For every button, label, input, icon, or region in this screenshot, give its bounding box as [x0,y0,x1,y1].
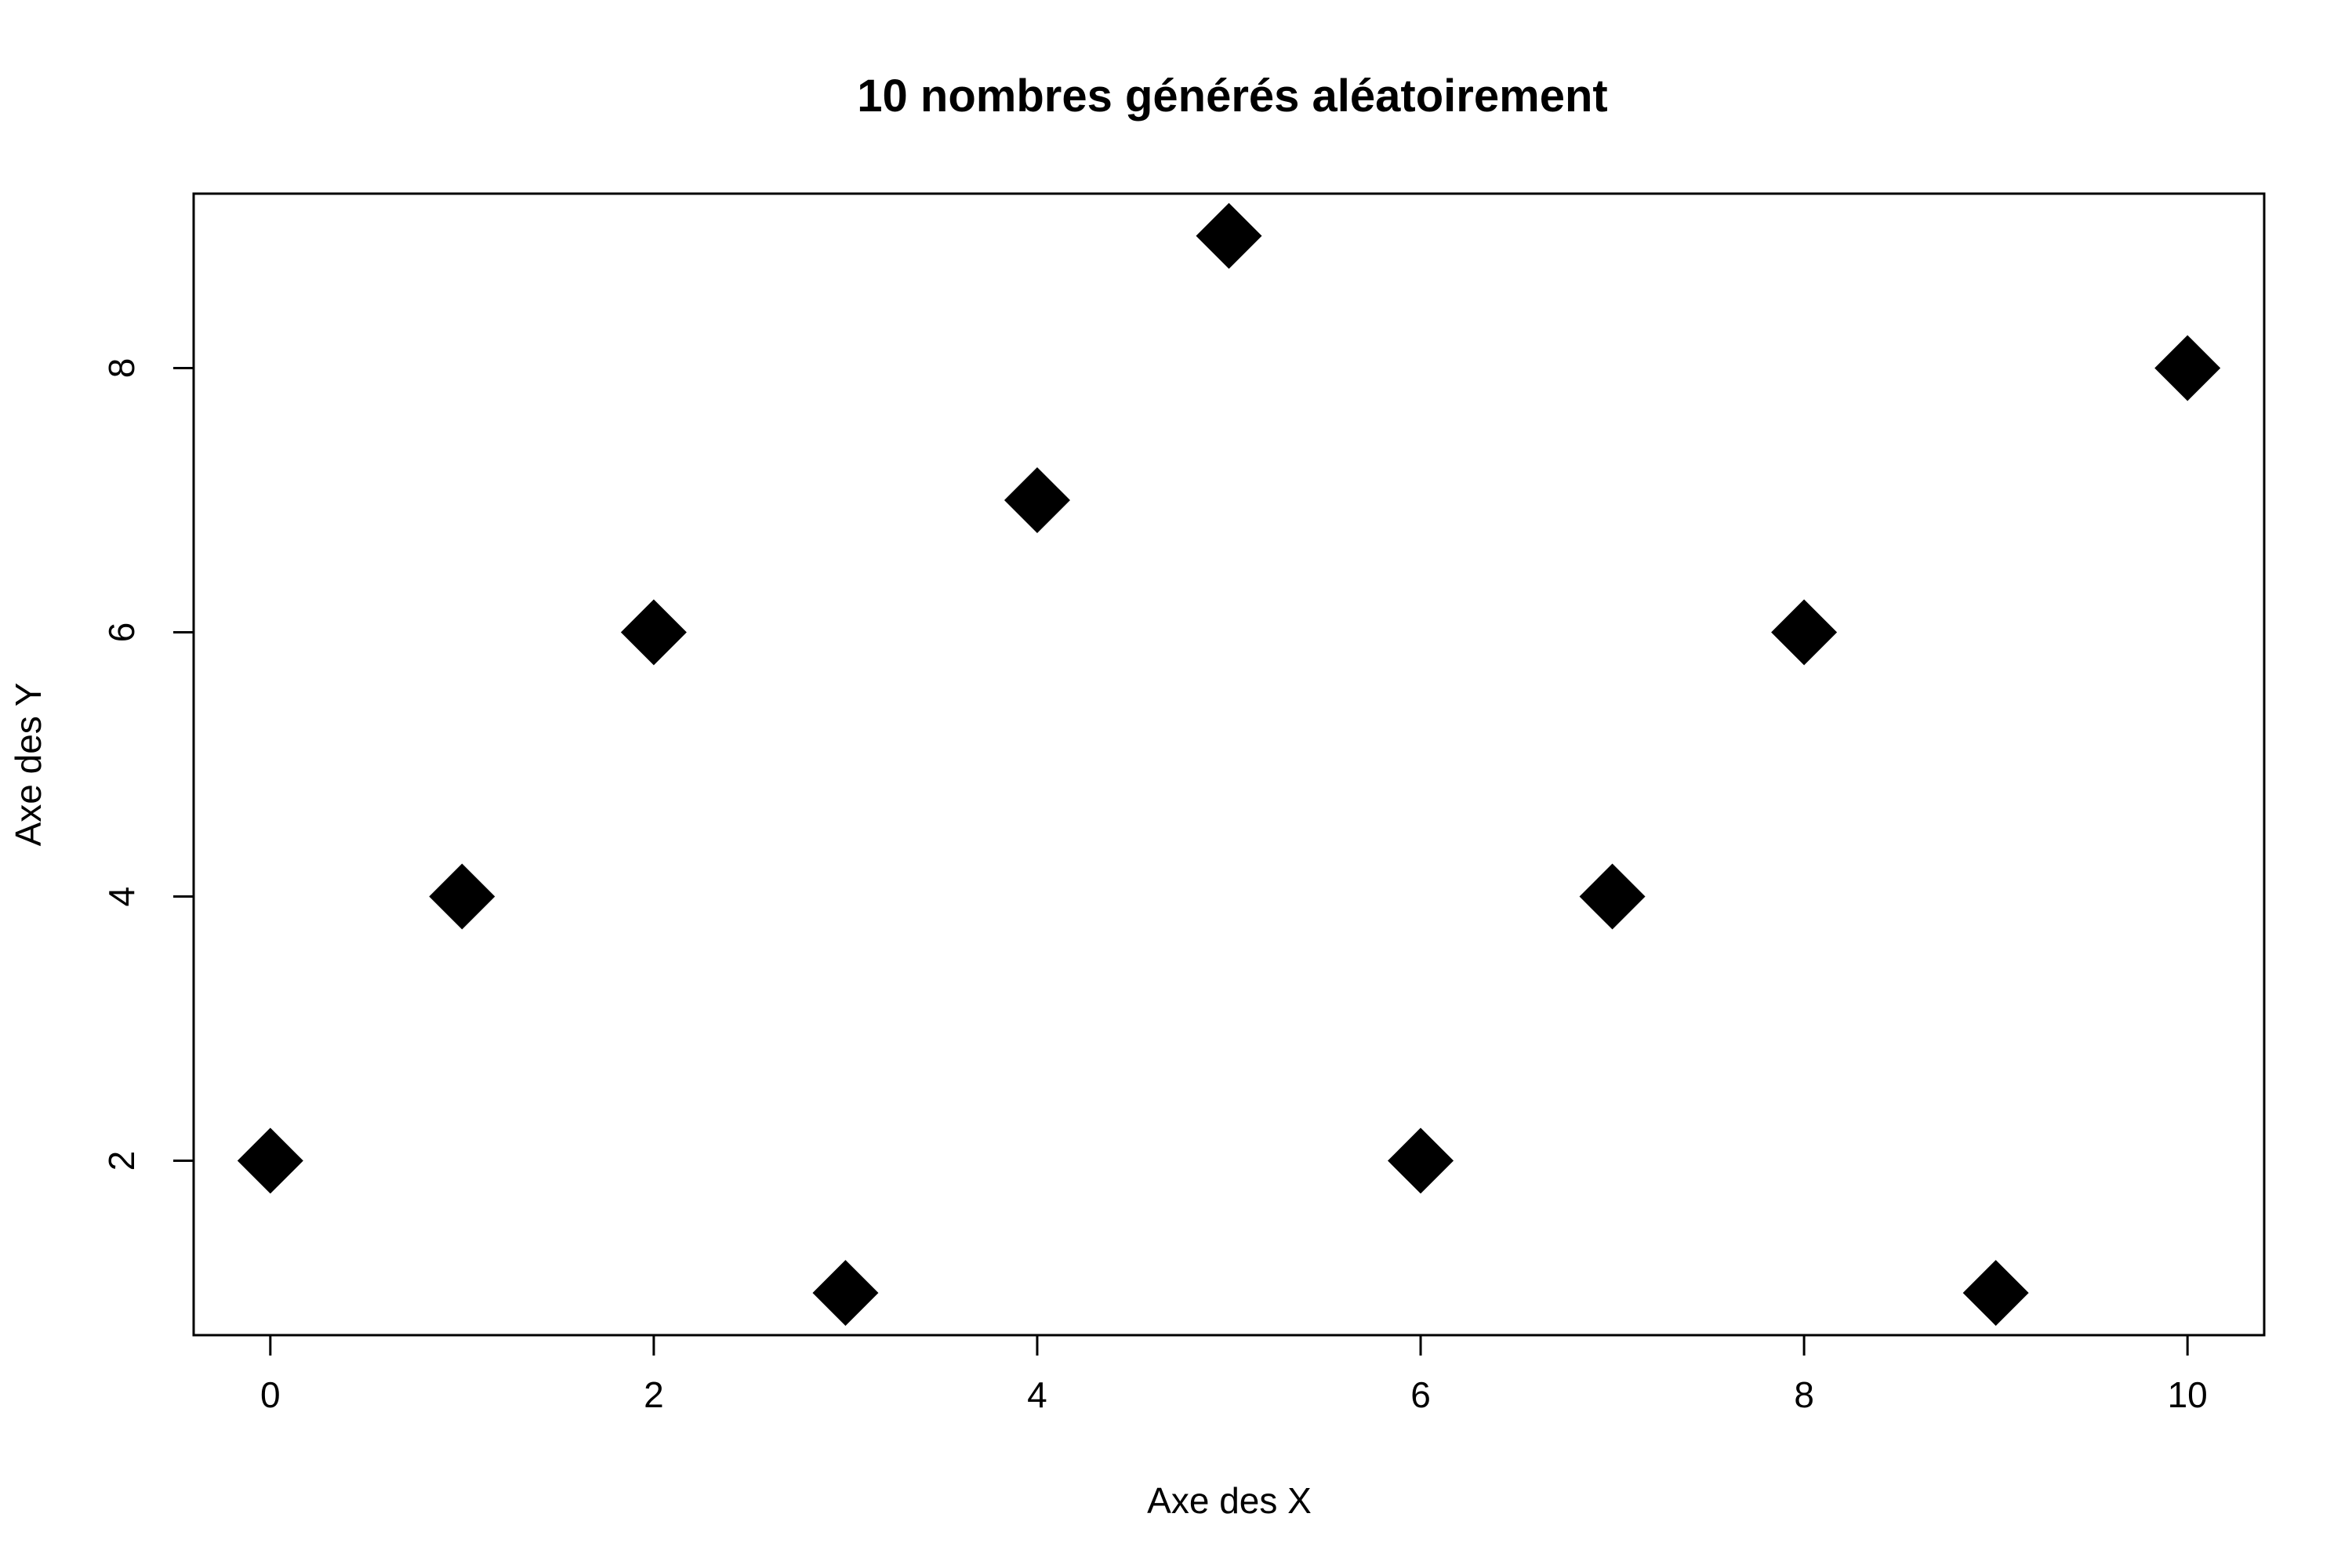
x-tick-label: 10 [2168,1374,2208,1415]
data-point [1771,599,1838,666]
y-axis: 2 4 6 8 [101,358,195,1171]
chart-title: 10 nombres générés aléatoirement [857,71,1607,122]
x-axis-label: Axe des X [1147,1480,1312,1521]
data-point [1388,1127,1454,1194]
x-tick-label: 6 [1410,1374,1431,1415]
y-tick-label: 2 [101,1151,142,1171]
data-point [812,1260,879,1327]
data-point [1004,466,1070,533]
data-points [237,202,2221,1327]
y-tick-label: 4 [101,887,142,907]
data-point [1579,863,1646,930]
x-tick-label: 2 [644,1374,664,1415]
data-point [620,599,687,666]
data-point [429,863,495,930]
x-tick-label: 0 [260,1374,281,1415]
data-point [1196,202,1262,269]
plot-area-frame [192,192,2266,1337]
x-tick-label: 4 [1027,1374,1047,1415]
x-tick-label: 8 [1794,1374,1814,1415]
y-tick-label: 6 [101,622,142,643]
data-point [237,1127,303,1194]
data-point [1962,1260,2029,1327]
y-axis-label: Axe des Y [8,683,49,847]
y-tick-label: 8 [101,358,142,379]
x-axis: 0 2 4 6 8 10 [260,1334,2208,1415]
data-point [2154,335,2221,401]
